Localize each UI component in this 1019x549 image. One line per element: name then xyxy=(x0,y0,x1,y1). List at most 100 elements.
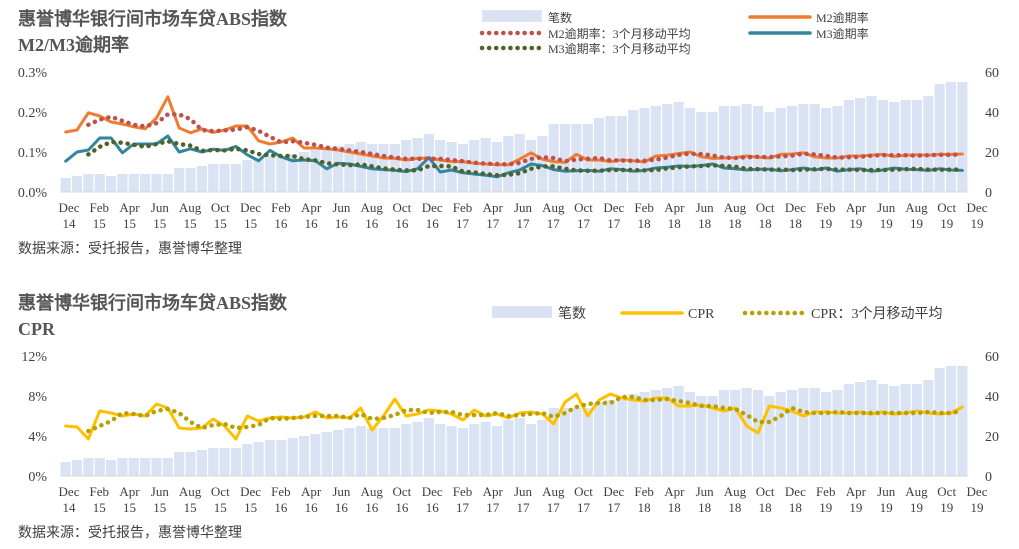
legend-label: M2逾期率：3个月移动平均 xyxy=(548,26,691,41)
x-tick-label: 18 xyxy=(728,500,741,515)
bar-count xyxy=(787,390,798,476)
bar-count xyxy=(412,422,423,476)
y-left-tick-label: 0.1% xyxy=(18,146,48,161)
bar-count xyxy=(378,428,389,476)
x-tick-label: 17 xyxy=(517,500,531,515)
bar-count xyxy=(162,174,173,192)
bar-count xyxy=(106,460,117,476)
x-tick-label: Oct xyxy=(211,200,230,215)
y-left-tick-label: 0.3% xyxy=(18,66,48,81)
x-tick-label: 18 xyxy=(638,216,651,231)
bar-count xyxy=(855,382,866,476)
x-tick-label: Aug xyxy=(905,200,928,215)
bar-count xyxy=(106,176,117,192)
bar-count xyxy=(185,168,196,192)
legend-label: M2逾期率 xyxy=(816,10,869,25)
bar-count xyxy=(514,418,525,476)
bar-count xyxy=(571,124,582,192)
bar-count xyxy=(605,116,616,192)
x-tick-label: Aug xyxy=(724,200,747,215)
bar-count xyxy=(469,424,480,476)
x-tick-label: 17 xyxy=(486,216,500,231)
bar-count xyxy=(230,164,241,192)
bar-count xyxy=(877,100,888,192)
x-tick-label: Jun xyxy=(514,484,533,499)
bar-count xyxy=(775,392,786,476)
bar-count xyxy=(934,368,945,476)
x-tick-label: 16 xyxy=(365,216,379,231)
bar-count xyxy=(594,118,605,192)
bottom-chart-title: 惠誉博华银行间市场车贷ABS指数 xyxy=(18,293,288,313)
bar-count xyxy=(503,420,514,476)
bar-count xyxy=(253,158,264,192)
bar-count xyxy=(128,458,139,476)
x-tick-label: Apr xyxy=(846,200,867,215)
bar-count xyxy=(662,104,673,192)
x-tick-label: 16 xyxy=(274,500,288,515)
x-tick-label: 14 xyxy=(63,500,77,515)
x-tick-label: Dec xyxy=(240,200,261,215)
bar-count xyxy=(401,424,412,476)
x-tick-label: 16 xyxy=(365,500,379,515)
y-right-tick-label: 20 xyxy=(985,146,999,161)
top-chart-subtitle: M2/M3逾期率 xyxy=(18,35,129,55)
x-tick-label: 19 xyxy=(819,500,832,515)
bar-count xyxy=(333,146,344,192)
x-tick-label: 15 xyxy=(123,216,136,231)
bar-count xyxy=(321,432,332,476)
bar-count xyxy=(707,396,718,476)
bar-count xyxy=(764,112,775,192)
x-tick-label: 16 xyxy=(305,216,319,231)
bar-count xyxy=(525,140,537,192)
bar-count xyxy=(401,140,412,192)
x-tick-label: Dec xyxy=(967,200,988,215)
x-tick-label: Apr xyxy=(301,484,322,499)
x-tick-label: Jun xyxy=(332,200,351,215)
x-tick-label: Feb xyxy=(453,200,473,215)
x-tick-label: 16 xyxy=(395,500,409,515)
bar-count xyxy=(605,400,616,476)
bar-count xyxy=(287,154,298,192)
bar-count xyxy=(855,98,866,192)
bar-count xyxy=(741,104,752,192)
x-tick-label: Feb xyxy=(271,484,291,499)
bar-count xyxy=(344,428,355,476)
x-tick-label: Feb xyxy=(90,484,110,499)
x-tick-label: Feb xyxy=(453,484,473,499)
bar-count xyxy=(457,144,468,192)
bar-count xyxy=(628,110,639,192)
x-tick-label: Oct xyxy=(756,484,775,499)
y-left-tick-label: 0.2% xyxy=(18,106,48,121)
x-tick-label: Jun xyxy=(696,200,715,215)
x-tick-label: Jun xyxy=(877,484,896,499)
legend-swatch-bars xyxy=(492,306,552,318)
bar-count xyxy=(560,408,571,476)
y-right-tick-label: 40 xyxy=(985,106,999,121)
x-tick-label: 19 xyxy=(940,216,953,231)
x-tick-label: 17 xyxy=(547,216,561,231)
x-tick-label: Jun xyxy=(151,200,170,215)
bar-count xyxy=(923,380,934,476)
x-tick-label: 18 xyxy=(789,500,802,515)
bar-count xyxy=(287,438,298,476)
x-tick-label: Jun xyxy=(877,200,896,215)
x-tick-label: 16 xyxy=(395,216,409,231)
bar-count xyxy=(333,430,344,476)
m2-m3-delinquency-chart: 0.0%0.1%0.2%0.3%0204060Dec14Feb15Apr15Ju… xyxy=(18,10,999,231)
bar-count xyxy=(162,458,173,476)
y-left-tick-label: 4% xyxy=(28,430,47,445)
bar-count xyxy=(821,108,832,192)
x-tick-label: Apr xyxy=(301,200,322,215)
x-tick-label: Oct xyxy=(393,484,412,499)
x-tick-label: Apr xyxy=(119,484,140,499)
bar-count xyxy=(616,400,627,476)
x-tick-label: 19 xyxy=(971,216,984,231)
legend-label: 笔数 xyxy=(548,10,572,25)
bar-count xyxy=(673,102,684,192)
x-tick-label: Oct xyxy=(937,200,956,215)
x-tick-label: 19 xyxy=(910,500,923,515)
bar-count xyxy=(219,164,230,192)
x-tick-label: 19 xyxy=(819,216,832,231)
x-tick-label: Dec xyxy=(59,484,80,499)
bar-count xyxy=(480,422,491,476)
